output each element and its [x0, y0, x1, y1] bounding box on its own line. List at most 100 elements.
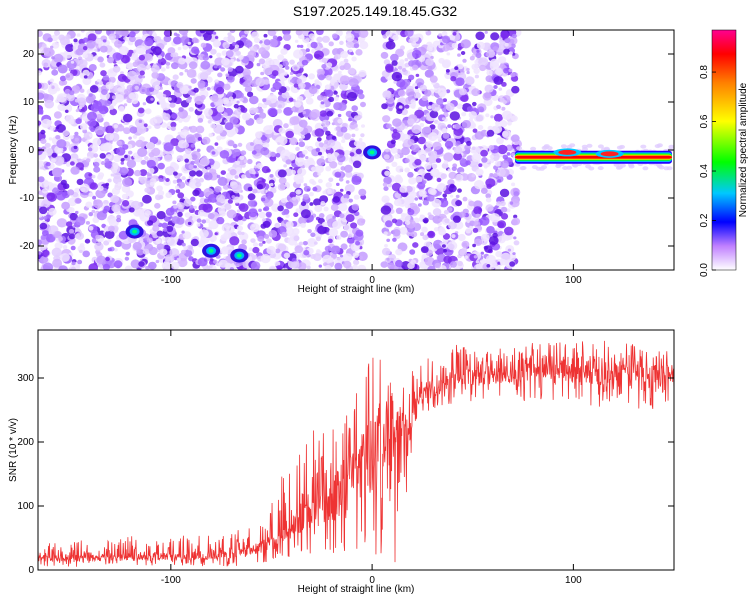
spectrogram-cell	[255, 173, 259, 177]
spectrogram-cell	[295, 146, 300, 151]
spectrogram-cell	[164, 166, 175, 176]
spectrogram-cell	[317, 68, 325, 76]
spectrogram-cell	[390, 53, 399, 62]
spectrogram-cell	[443, 209, 449, 215]
spectrogram-cell	[51, 85, 55, 89]
spectrogram-cell	[156, 185, 164, 192]
spectrogram-cell	[483, 59, 487, 63]
spectrogram-cell	[121, 184, 131, 193]
spectrogram-cell	[414, 197, 419, 201]
x-tick-label: 0	[369, 575, 375, 586]
spectrogram-cell	[390, 147, 398, 154]
spectrogram-cell	[239, 97, 244, 102]
spectrogram-cell	[219, 210, 226, 217]
spectrogram-cell	[277, 205, 284, 212]
spectrogram-cell	[206, 265, 211, 270]
spectrogram-cell	[145, 108, 152, 115]
spectrogram-cell	[395, 207, 403, 214]
spectrogram-cell	[170, 80, 179, 88]
spectrogram-cell	[51, 56, 55, 60]
spectrogram-cell	[128, 92, 136, 100]
spectrogram-cell	[431, 198, 442, 208]
spectrogram-cell	[102, 208, 108, 214]
y-tick-label: 20	[23, 49, 35, 60]
spectrogram-cell	[154, 84, 161, 91]
spectrogram-cell	[253, 37, 261, 44]
spectrogram-cell	[339, 65, 345, 71]
spectrogram-cell	[51, 69, 59, 76]
spectrogram-cell	[324, 264, 332, 270]
spectrogram-cell	[265, 238, 272, 244]
spectrogram-cell	[380, 51, 389, 59]
spectrogram-cell	[495, 121, 500, 126]
spectrogram-cell	[165, 207, 175, 216]
spectrogram-cell	[457, 46, 462, 51]
spectrogram-cell	[94, 30, 102, 35]
spectrogram-cell	[95, 234, 101, 240]
band-halo-cell	[541, 145, 548, 150]
spectrogram-cell	[263, 125, 274, 135]
spectrogram-cell	[284, 183, 289, 187]
spectrogram-cell	[130, 259, 141, 269]
spectrogram-cell	[308, 85, 318, 95]
spectrogram-cell	[499, 120, 508, 128]
spectrogram-cell	[70, 166, 80, 175]
spectrogram-cell	[229, 116, 239, 125]
spectrogram-cell	[96, 113, 103, 120]
y-tick-label: 0	[28, 565, 34, 576]
spectrogram-cell	[327, 257, 334, 263]
spectrogram-cell	[77, 97, 87, 106]
spectrogram-cell	[223, 36, 229, 42]
spectrogram-cell	[88, 133, 93, 138]
spectrogram-cell	[199, 229, 209, 238]
spectrogram-cell	[247, 91, 254, 98]
spectrogram-cell	[88, 93, 93, 97]
spectrogram-cell	[180, 35, 190, 45]
spectrogram-cell	[40, 138, 47, 144]
snr-y-ticks: 0 100 200 300	[17, 373, 674, 576]
spectrogram-cell	[428, 156, 436, 164]
spectrogram-cell	[310, 41, 318, 49]
spectrogram-cell	[509, 201, 514, 205]
spectrogram-cell	[465, 160, 471, 166]
spectrogram-cell	[88, 263, 99, 270]
spectrogram-cell	[399, 185, 408, 193]
spectrogram-cell	[118, 106, 125, 112]
spectrogram-cell	[258, 108, 264, 114]
spectrogram-x-ticks: -100 0 100	[161, 30, 582, 286]
spectrogram-cell	[59, 36, 70, 46]
spectrogram-cell	[484, 245, 493, 253]
spectrogram-cell	[488, 145, 495, 150]
spectrogram-cell	[247, 186, 253, 192]
spectrogram-cell	[464, 144, 471, 151]
spectrogram-cell	[51, 42, 60, 49]
spectrogram-cell	[471, 174, 476, 178]
spectrogram-cell	[116, 140, 121, 145]
spectrogram-cell	[214, 232, 218, 236]
spectrogram-cell	[297, 167, 307, 177]
spectrogram-cell	[442, 132, 450, 139]
spectrogram-cell	[208, 220, 219, 230]
spectrogram-cell	[105, 256, 110, 262]
spectrogram-cell	[457, 188, 462, 193]
spectrogram-cell	[489, 213, 500, 223]
spectrogram-cell	[250, 142, 254, 146]
spectrogram-cell	[315, 236, 321, 242]
spectrogram-cell	[334, 262, 343, 270]
spectrogram-cell	[265, 211, 272, 218]
spectrogram-cell	[355, 49, 363, 56]
spectrogram-cell	[391, 161, 398, 167]
spectrogram-cell	[312, 171, 320, 178]
spectrogram-cell	[178, 57, 186, 65]
spectrogram-cell	[70, 245, 76, 251]
spectrogram-cell	[174, 185, 180, 190]
spectrogram-cell	[91, 209, 96, 214]
spectrogram-cell	[478, 163, 483, 168]
spectrogram-cell	[277, 169, 287, 178]
spectrogram-cell	[359, 41, 369, 50]
spectrogram-cell	[256, 163, 263, 169]
spectrogram-cell	[353, 259, 360, 266]
spectrogram-cell	[200, 60, 211, 70]
spectrogram-cell	[96, 199, 102, 204]
spectrogram-cell	[391, 60, 398, 66]
